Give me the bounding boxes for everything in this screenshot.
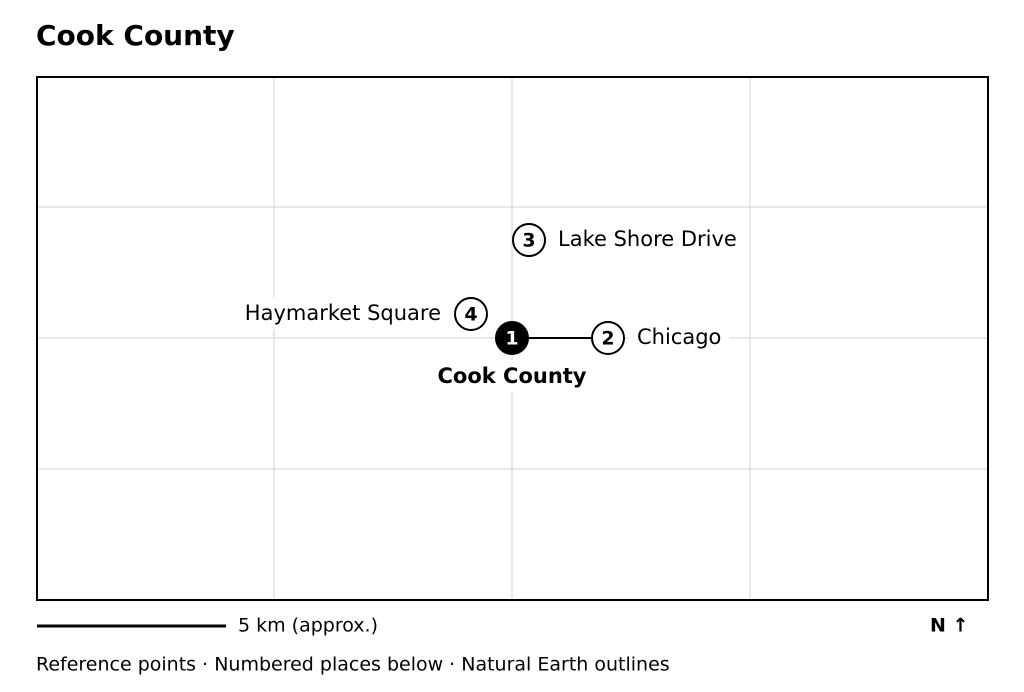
place-label: Cook County [437, 364, 586, 388]
place-number: 1 [505, 328, 518, 350]
place-number: 2 [601, 328, 614, 350]
place-label: Chicago [637, 325, 721, 349]
place-labels: Cook County Chicago Lake Shore Drive Haymar… [236, 223, 745, 392]
place-number: 3 [522, 230, 535, 252]
place-label: Lake Shore Drive [558, 227, 737, 251]
label-background [629, 321, 730, 353]
place-marker [512, 223, 546, 257]
place-label: Haymarket Square [245, 301, 441, 325]
north-arrow: N ↑ [930, 615, 968, 637]
label-background [550, 223, 745, 255]
place-marker [591, 321, 625, 355]
scale-label: 5 km (approx.) [238, 615, 378, 637]
place-marker [454, 297, 488, 331]
place-number: 4 [464, 304, 477, 326]
place-marker [495, 321, 529, 355]
map-title: Cook County [36, 19, 235, 52]
place-markers: 1 2 3 4 [454, 223, 625, 355]
caption: Reference points · Numbered places below… [36, 654, 670, 676]
label-background [236, 297, 449, 329]
label-background [429, 360, 595, 392]
map-frame [36, 76, 989, 601]
